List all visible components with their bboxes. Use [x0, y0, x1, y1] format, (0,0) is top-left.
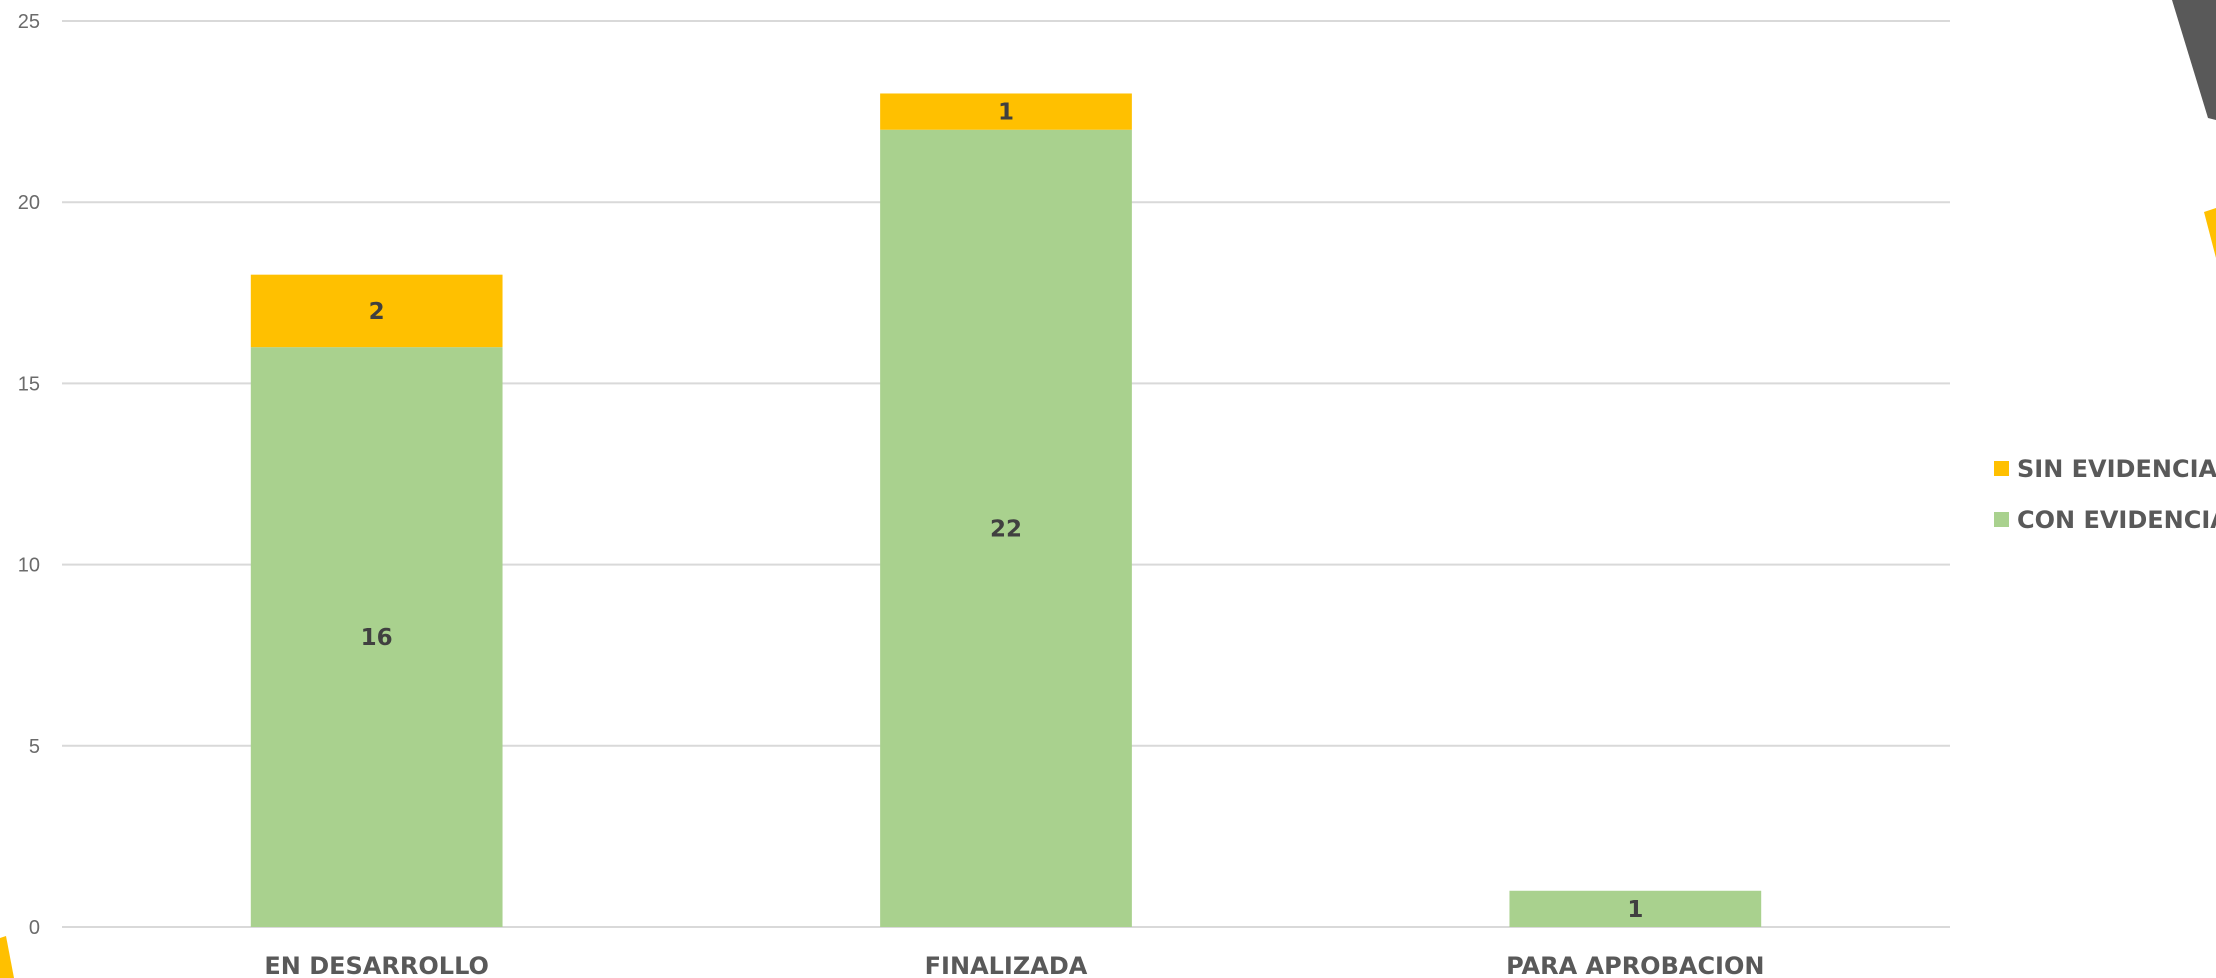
legend-entry: SIN EVIDENCIA: [2017, 455, 2216, 483]
legend-entry: CON EVIDENCIA: [2017, 506, 2216, 534]
y-tick-label: 25: [18, 11, 40, 33]
y-tick-label: 5: [29, 736, 40, 758]
bar-con-evidencia: [880, 129, 1132, 928]
bar-con-evidencia: [1509, 890, 1762, 927]
data-label: 1: [1627, 897, 1643, 923]
legend: SIN EVIDENCIA CON EVIDENCIA: [1994, 455, 2216, 534]
y-tick-label: 15: [18, 373, 40, 395]
data-label: 22: [990, 516, 1022, 542]
x-category-label: EN DESARROLLO: [264, 952, 489, 978]
y-tick-label: 20: [18, 192, 40, 214]
bar-sin-evidencia: [250, 274, 503, 348]
data-label: 2: [369, 299, 385, 325]
x-axis-categories: EN DESARROLLO FINALIZADA PARA APROBACION: [264, 952, 1764, 978]
data-label: 1: [998, 100, 1014, 126]
y-tick-label: 0: [29, 917, 40, 939]
y-tick-label: 10: [18, 555, 40, 577]
bar-sin-evidencia: [880, 93, 1132, 130]
y-axis-ticks: 0 5 10 15 20 25: [18, 11, 40, 939]
bar-con-evidencia: [250, 347, 503, 927]
decor-yellow-stripe-left: [0, 936, 14, 978]
x-category-label: FINALIZADA: [925, 952, 1088, 978]
legend-swatch: [1994, 461, 2009, 476]
bars: [250, 93, 1762, 928]
x-category-label: PARA APROBACION: [1506, 952, 1764, 978]
decor-yellow-stripe-right: [2204, 208, 2216, 258]
decor-dark-stripe: [2172, 0, 2216, 120]
legend-swatch: [1994, 512, 2009, 527]
data-label: 16: [361, 625, 393, 651]
